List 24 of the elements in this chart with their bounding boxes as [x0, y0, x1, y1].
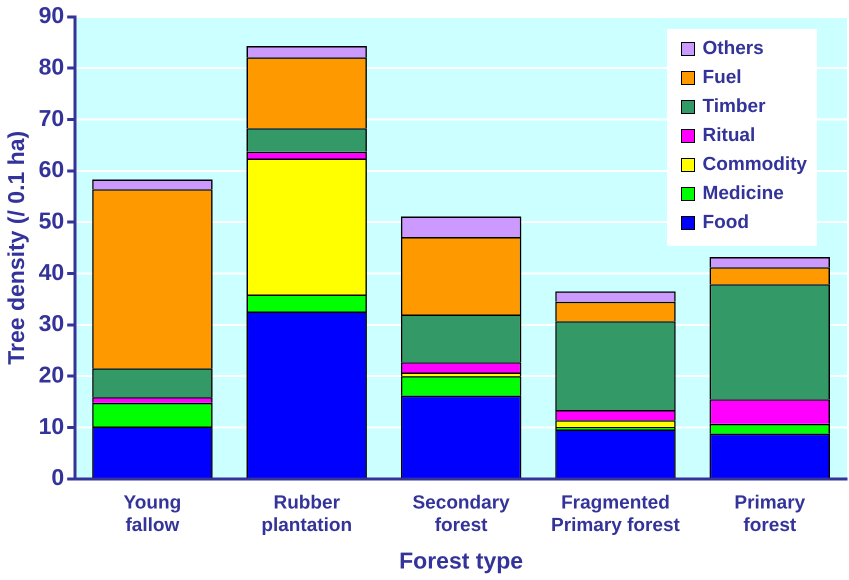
legend-label: Timber — [702, 96, 766, 118]
y-tick-label: 30 — [38, 310, 64, 336]
legend-label: Food — [702, 212, 749, 234]
x-tick-label: Young fallow — [124, 492, 182, 536]
legend-label: Fuel — [702, 67, 742, 90]
y-tick-label: 10 — [38, 412, 64, 439]
legend-label: Ritual — [702, 125, 756, 148]
x-tick-label: Secondary forest — [412, 492, 510, 536]
y-tick-label: 90 — [38, 2, 64, 28]
y-tick-label: 50 — [38, 207, 64, 234]
x-tick-label: Rubber plantation — [261, 492, 352, 536]
y-tick-label: 0 — [51, 464, 64, 490]
y-tick-label: 60 — [38, 156, 64, 182]
y-axis-title: Tree density (/ 0.1 ha) — [3, 130, 30, 365]
legend-label: Commodity — [702, 154, 807, 176]
y-tick-label: 70 — [38, 104, 64, 131]
x-tick-label: Primary forest — [734, 492, 806, 536]
y-tick-label: 40 — [38, 258, 64, 285]
legend-label: Others — [702, 38, 764, 60]
x-axis-title: Forest type — [399, 548, 524, 574]
y-tick-label: 20 — [38, 361, 64, 388]
y-tick-label: 80 — [38, 53, 64, 80]
x-tick-label: Fragmented Primary forest — [551, 492, 681, 536]
legend-label: Medicine — [702, 183, 784, 206]
